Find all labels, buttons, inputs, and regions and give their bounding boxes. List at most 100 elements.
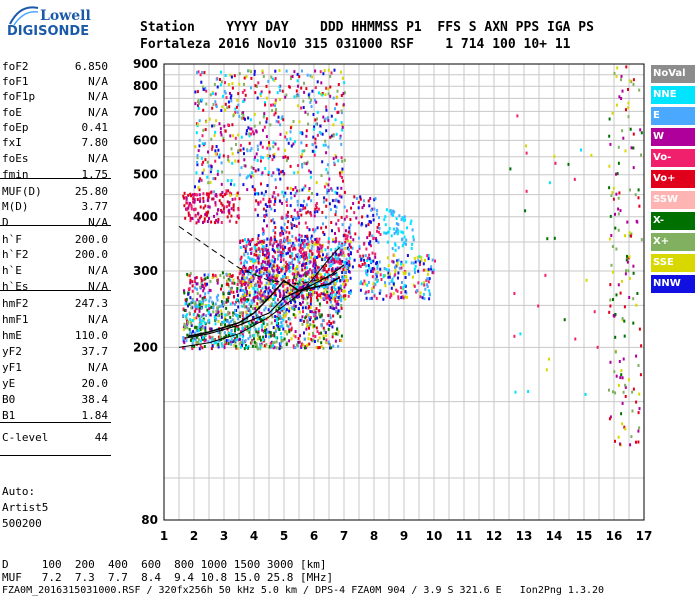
echo-point: [210, 190, 213, 194]
echo-point: [387, 231, 389, 235]
echo-point: [247, 309, 250, 312]
echo-point: [255, 342, 258, 346]
echo-point: [298, 236, 301, 239]
echo-point: [306, 266, 309, 270]
echo-point: [406, 226, 408, 230]
echo-point: [375, 275, 378, 279]
echo-point: [249, 149, 252, 153]
echo-point: [273, 275, 275, 279]
echo-point: [638, 392, 641, 396]
echo-point: [321, 319, 324, 323]
echo-point: [392, 209, 395, 213]
echo-point: [397, 296, 400, 300]
echo-point: [306, 320, 309, 324]
echo-point: [191, 336, 194, 340]
echo-point: [239, 281, 242, 284]
echo-point: [203, 71, 206, 74]
echo-point: [310, 199, 313, 203]
echo-point: [224, 129, 227, 133]
echo-point: [267, 170, 270, 174]
echo-point: [221, 210, 223, 214]
echo-point: [236, 287, 239, 290]
param-m-d-: M(D) 3.77: [2, 200, 108, 213]
echo-point: [404, 290, 407, 294]
echo-point: [239, 267, 242, 271]
echo-point: [314, 335, 317, 338]
echo-point: [199, 73, 202, 77]
echo-point: [259, 347, 262, 351]
echo-point: [197, 329, 200, 333]
echo-point: [266, 330, 269, 334]
echo-point: [264, 103, 267, 107]
echo-point: [239, 257, 242, 261]
echo-point: [251, 334, 254, 337]
echo-point: [398, 266, 401, 270]
echo-point: [283, 299, 286, 303]
echo-point: [297, 216, 300, 219]
echo-point: [209, 327, 211, 331]
echo-point: [341, 170, 343, 174]
echo-point: [197, 104, 199, 107]
param-fxi: fxI 7.80: [2, 136, 108, 149]
echo-point: [318, 254, 321, 258]
echo-point: [334, 118, 337, 122]
echo-point: [302, 106, 305, 109]
echo-point: [393, 210, 396, 214]
echo-point: [305, 129, 308, 133]
echo-point: [614, 335, 617, 339]
echo-point: [224, 91, 227, 95]
echo-point: [294, 191, 297, 195]
echo-point: [413, 284, 416, 288]
echo-point: [335, 222, 338, 226]
echo-point: [334, 213, 337, 217]
echo-point: [296, 216, 299, 220]
echo-point: [238, 82, 241, 86]
echo-point: [330, 71, 333, 75]
echo-point: [234, 136, 237, 140]
echo-point: [278, 289, 281, 293]
echo-point: [251, 344, 254, 348]
echo-point: [366, 283, 369, 287]
echo-point: [340, 111, 343, 115]
echo-point: [258, 254, 261, 258]
echo-point: [316, 266, 319, 270]
echo-point: [619, 209, 622, 213]
param-value: 7.80: [81, 136, 109, 149]
echo-point: [630, 146, 633, 150]
echo-point: [230, 147, 233, 151]
echo-point: [341, 167, 344, 171]
echo-point: [305, 297, 308, 301]
echo-point: [262, 232, 264, 236]
echo-point: [287, 325, 290, 329]
param-name: fxI: [2, 136, 22, 149]
echo-point: [251, 324, 254, 328]
echo-point: [266, 224, 268, 228]
echo-point: [274, 283, 277, 287]
echo-point: [240, 300, 243, 304]
echo-point: [241, 111, 243, 115]
x-tick-label: 4: [250, 529, 258, 543]
echo-point: [243, 152, 245, 156]
echo-point: [269, 147, 272, 151]
echo-point: [268, 143, 271, 147]
echo-point: [258, 285, 261, 289]
echo-point: [631, 390, 634, 394]
echo-point: [219, 127, 222, 131]
echo-point: [274, 327, 277, 331]
echo-point: [293, 276, 296, 280]
echo-point: [524, 209, 527, 213]
echo-point: [330, 259, 333, 263]
auto-label: Auto:: [2, 485, 36, 498]
param-name: M(D): [2, 200, 29, 213]
x-tick-label: 8: [370, 529, 378, 543]
echo-point: [281, 115, 284, 119]
echo-point: [614, 212, 616, 216]
echo-point: [337, 289, 340, 293]
echo-point: [635, 440, 637, 444]
echo-point: [278, 266, 281, 270]
echo-point: [296, 203, 299, 207]
echo-point: [333, 161, 336, 165]
echo-point: [244, 238, 246, 242]
echo-point: [317, 207, 320, 211]
echo-point: [273, 296, 276, 300]
